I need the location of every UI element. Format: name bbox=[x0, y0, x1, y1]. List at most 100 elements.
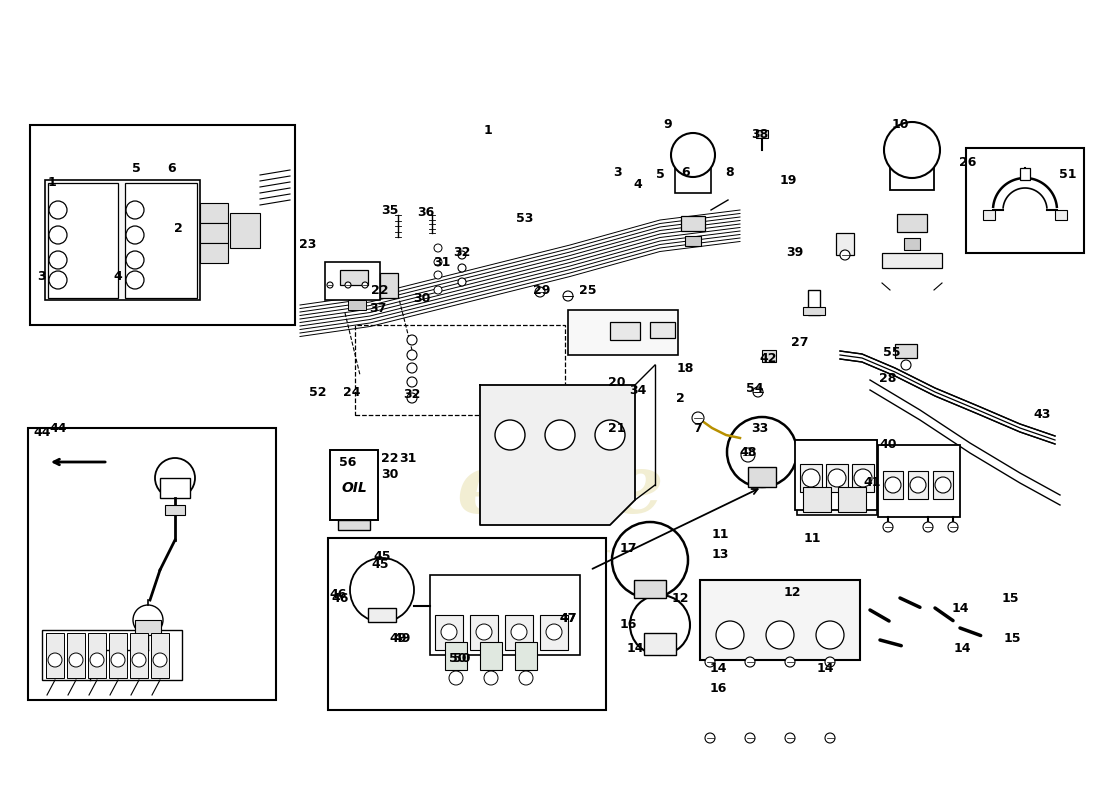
Text: 1: 1 bbox=[47, 177, 56, 190]
Bar bbox=[762, 350, 776, 362]
Text: 47: 47 bbox=[559, 611, 576, 625]
Circle shape bbox=[745, 657, 755, 667]
Text: 15: 15 bbox=[1003, 631, 1021, 645]
Bar bbox=[1020, 168, 1030, 180]
Circle shape bbox=[825, 733, 835, 743]
Text: 54: 54 bbox=[746, 382, 763, 394]
Bar bbox=[798, 440, 877, 515]
Text: 30: 30 bbox=[414, 291, 431, 305]
Bar bbox=[348, 300, 366, 310]
Text: 20: 20 bbox=[608, 375, 626, 389]
Circle shape bbox=[458, 278, 466, 286]
Text: 50: 50 bbox=[449, 651, 466, 665]
Text: 14: 14 bbox=[954, 642, 970, 654]
Text: 50: 50 bbox=[453, 651, 471, 665]
Circle shape bbox=[327, 282, 333, 288]
Text: 14: 14 bbox=[710, 662, 727, 674]
Text: 1: 1 bbox=[484, 123, 493, 137]
Bar bbox=[328, 538, 606, 710]
Bar bbox=[883, 471, 903, 499]
Circle shape bbox=[50, 226, 67, 244]
Circle shape bbox=[705, 657, 715, 667]
Text: 48: 48 bbox=[739, 446, 757, 458]
Text: 44: 44 bbox=[50, 422, 67, 434]
Circle shape bbox=[754, 387, 763, 397]
Circle shape bbox=[484, 671, 498, 685]
Text: 28: 28 bbox=[879, 371, 896, 385]
Bar bbox=[685, 236, 701, 246]
Bar bbox=[882, 253, 942, 268]
Text: 32: 32 bbox=[404, 389, 420, 402]
Text: 40: 40 bbox=[879, 438, 896, 451]
Bar bbox=[1055, 210, 1067, 220]
Circle shape bbox=[886, 477, 901, 493]
Text: 16: 16 bbox=[619, 618, 637, 631]
Circle shape bbox=[126, 251, 144, 269]
Circle shape bbox=[923, 522, 933, 532]
Circle shape bbox=[133, 605, 163, 635]
Bar bbox=[130, 633, 148, 678]
Text: 26: 26 bbox=[959, 155, 977, 169]
Text: 19: 19 bbox=[779, 174, 796, 186]
Text: 10: 10 bbox=[891, 118, 909, 131]
Circle shape bbox=[126, 201, 144, 219]
Circle shape bbox=[350, 558, 414, 622]
Text: 33: 33 bbox=[751, 422, 769, 434]
Text: 22: 22 bbox=[372, 283, 388, 297]
Bar bbox=[430, 575, 580, 655]
Circle shape bbox=[458, 264, 466, 272]
Bar bbox=[700, 580, 860, 660]
Circle shape bbox=[132, 653, 146, 667]
Text: 56: 56 bbox=[339, 455, 356, 469]
Text: 6: 6 bbox=[682, 166, 691, 178]
Bar bbox=[45, 180, 200, 300]
Text: 12: 12 bbox=[671, 591, 689, 605]
Text: 12: 12 bbox=[783, 586, 801, 598]
Circle shape bbox=[840, 250, 850, 260]
Circle shape bbox=[434, 258, 442, 266]
Text: 5: 5 bbox=[656, 169, 664, 182]
Circle shape bbox=[785, 657, 795, 667]
Circle shape bbox=[362, 282, 369, 288]
Text: 3: 3 bbox=[37, 270, 46, 283]
Bar bbox=[324, 262, 380, 300]
Text: 34: 34 bbox=[629, 383, 647, 397]
Circle shape bbox=[449, 671, 463, 685]
Text: 43: 43 bbox=[1033, 409, 1050, 422]
Text: 18: 18 bbox=[676, 362, 694, 374]
Bar bbox=[88, 633, 106, 678]
Circle shape bbox=[705, 733, 715, 743]
Text: 17: 17 bbox=[619, 542, 637, 554]
Text: 32: 32 bbox=[453, 246, 471, 258]
Bar bbox=[28, 428, 276, 700]
Circle shape bbox=[716, 621, 744, 649]
Circle shape bbox=[535, 287, 544, 297]
Text: 14: 14 bbox=[952, 602, 969, 614]
Text: 23: 23 bbox=[299, 238, 317, 251]
Bar bbox=[515, 642, 537, 670]
Text: 6: 6 bbox=[167, 162, 176, 174]
Circle shape bbox=[434, 271, 442, 279]
Circle shape bbox=[883, 522, 893, 532]
Text: 49: 49 bbox=[389, 631, 407, 645]
Circle shape bbox=[854, 469, 872, 487]
Text: 2: 2 bbox=[174, 222, 183, 234]
Text: 11: 11 bbox=[803, 531, 821, 545]
Circle shape bbox=[111, 653, 125, 667]
Bar bbox=[800, 464, 822, 492]
Text: 46: 46 bbox=[329, 589, 346, 602]
Text: 47: 47 bbox=[559, 611, 576, 625]
Text: 49: 49 bbox=[394, 631, 410, 645]
Circle shape bbox=[546, 624, 562, 640]
Circle shape bbox=[153, 653, 167, 667]
Circle shape bbox=[48, 653, 62, 667]
Circle shape bbox=[126, 226, 144, 244]
Polygon shape bbox=[480, 385, 635, 525]
Circle shape bbox=[458, 251, 466, 259]
Text: 38: 38 bbox=[751, 129, 769, 142]
Bar bbox=[634, 580, 665, 598]
Circle shape bbox=[434, 286, 442, 294]
Circle shape bbox=[519, 671, 534, 685]
Text: elite: elite bbox=[456, 450, 664, 530]
Circle shape bbox=[476, 624, 492, 640]
